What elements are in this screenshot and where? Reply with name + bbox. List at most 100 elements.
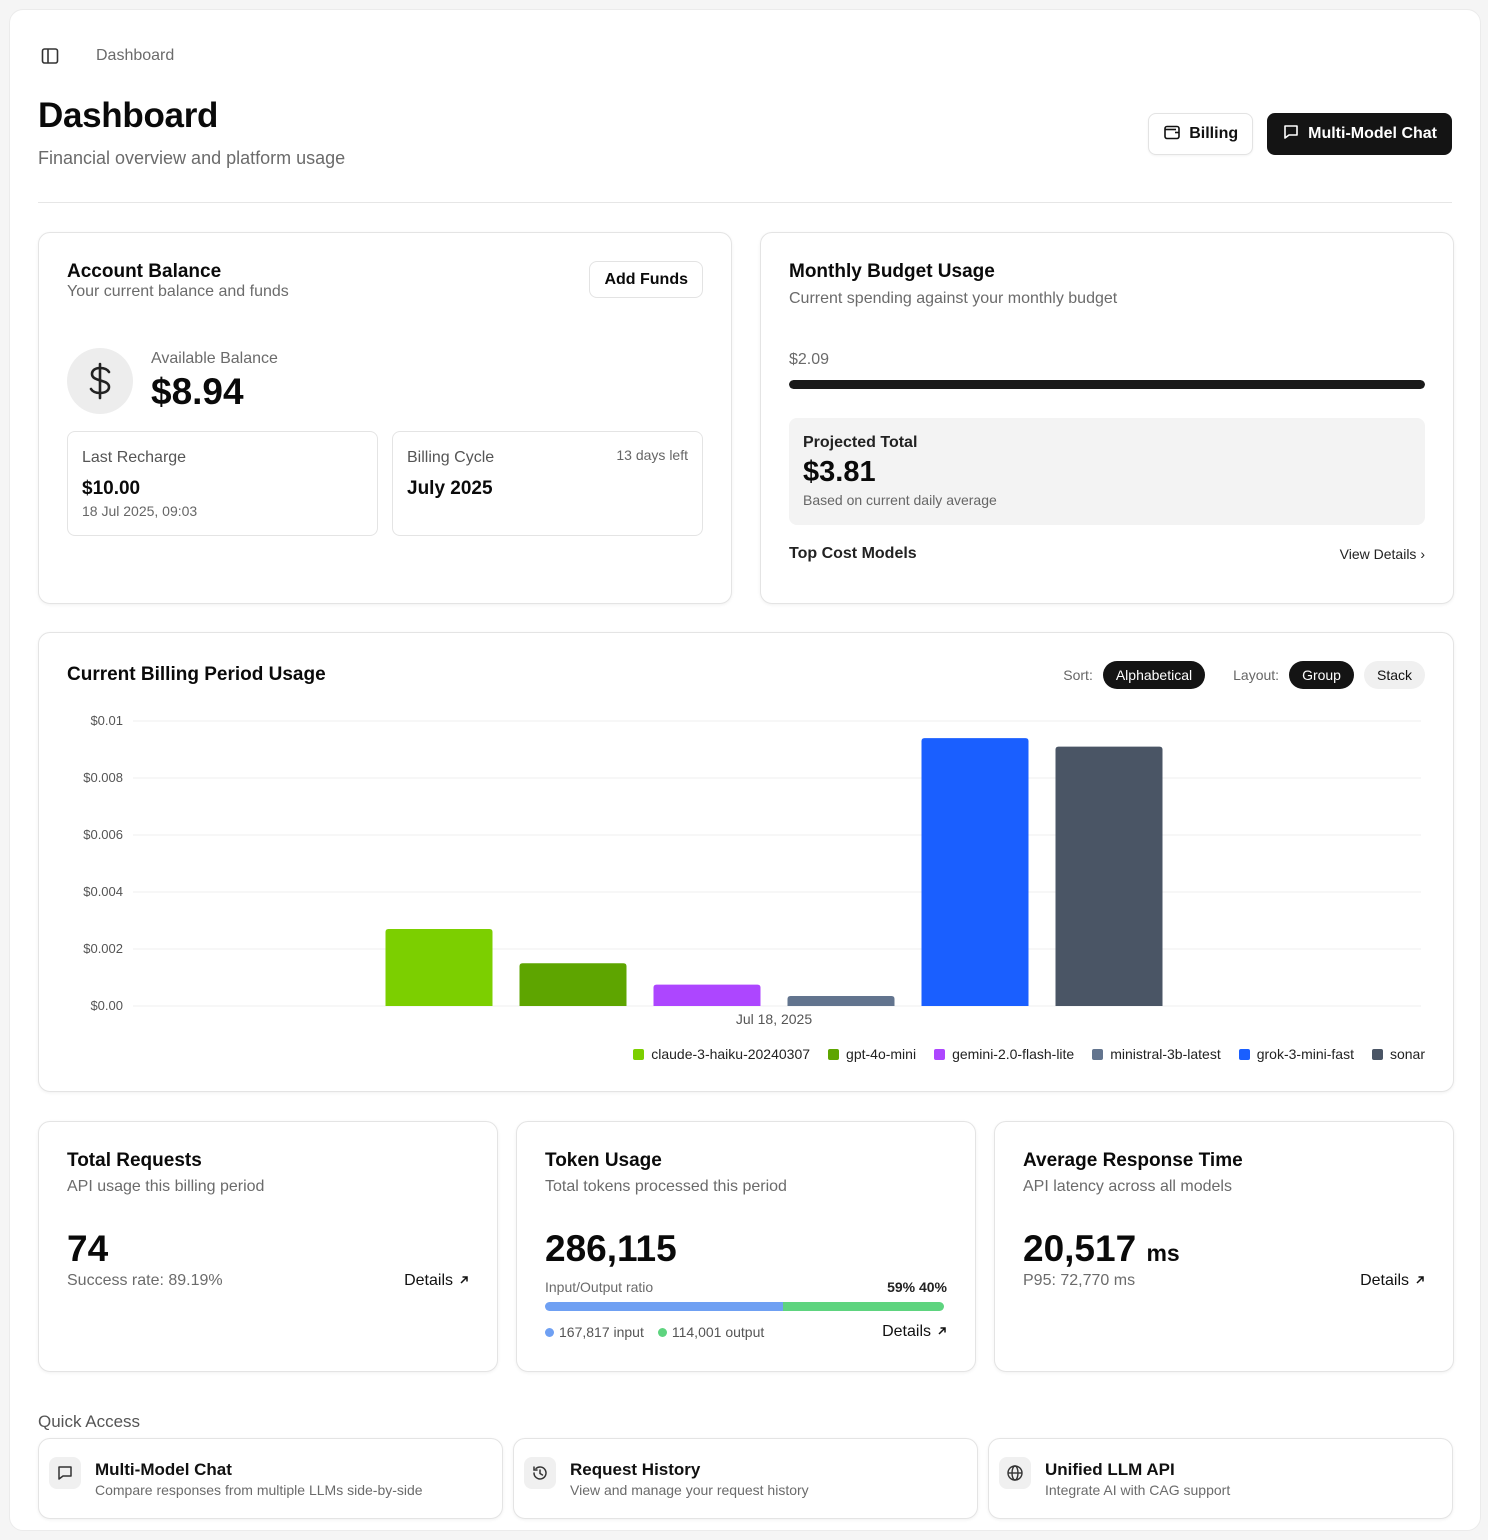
legend-label: sonar bbox=[1389, 1046, 1425, 1062]
budget-progress-bar bbox=[789, 380, 1425, 389]
app-frame: Dashboard Dashboard Financial overview a… bbox=[9, 9, 1481, 1531]
view-details-link[interactable]: View Details › bbox=[1340, 546, 1425, 562]
billing-cycle-box: Billing Cycle July 2025 13 days left bbox=[392, 431, 703, 536]
multi-model-chat-label: Multi-Model Chat bbox=[1308, 125, 1437, 142]
page-subtitle: Financial overview and platform usage bbox=[38, 148, 346, 168]
legend-item[interactable]: sonar bbox=[1371, 1046, 1425, 1062]
legend-item[interactable]: claude-3-haiku-20240307 bbox=[633, 1046, 810, 1062]
budget-progress-fill bbox=[789, 380, 1425, 389]
dollar-icon bbox=[67, 348, 133, 414]
billing-period-usage-card: $0.00 $0.002 $0.004 $0.006 $0.008 $0.01 Jul 18… bbox=[38, 632, 1454, 1092]
quick-access-multi-model-chat[interactable]: Multi-Model Chat Compare responses from … bbox=[38, 1438, 503, 1519]
monthly-budget-card: Monthly Budget Usage Current spending ag… bbox=[760, 232, 1454, 604]
view-details-label: View Details bbox=[1339, 546, 1417, 562]
p95-latency: P95: 72,770 ms bbox=[1023, 1272, 1136, 1289]
avg-response-time-title: Average Response Time bbox=[1023, 1150, 1243, 1171]
legend-swatch bbox=[828, 1048, 840, 1060]
legend-label: gemini-2.0-flash-lite bbox=[952, 1046, 1075, 1062]
sidebar-toggle-icon[interactable] bbox=[40, 46, 60, 66]
y-tick-label: $0.006 bbox=[83, 827, 123, 842]
legend-item[interactable]: ministral-3b-latest bbox=[1092, 1046, 1221, 1062]
billing-cycle-value: July 2025 bbox=[407, 478, 493, 499]
total-requests-card: Total Requests API usage this billing pe… bbox=[38, 1121, 498, 1372]
y-tick-label: $0.01 bbox=[90, 713, 123, 728]
token-usage-subtitle: Total tokens processed this period bbox=[545, 1178, 787, 1195]
total-requests-subtitle: API usage this billing period bbox=[67, 1178, 265, 1195]
last-recharge-box: Last Recharge $10.00 18 Jul 2025, 09:03 bbox=[67, 431, 378, 536]
tokens-details-link[interactable]: Details bbox=[882, 1323, 947, 1341]
requests-details-link[interactable]: Details bbox=[404, 1272, 469, 1290]
arrow-up-right-icon bbox=[1415, 1272, 1425, 1290]
token-legend: 167,817 input 114,001 output bbox=[545, 1324, 764, 1340]
success-rate: Success rate: 89.19% bbox=[67, 1272, 223, 1289]
available-balance-label: Available Balance bbox=[151, 350, 278, 367]
total-requests-title: Total Requests bbox=[67, 1150, 202, 1171]
bar-grok-3-mini-fast bbox=[921, 738, 1029, 1006]
chart-controls: Sort: Alphabetical Layout: Group Stack bbox=[1063, 661, 1425, 689]
token-usage-value: 286,115 bbox=[545, 1228, 677, 1269]
last-recharge-date: 18 Jul 2025, 09:03 bbox=[82, 503, 198, 519]
top-bar: Dashboard bbox=[40, 36, 174, 76]
y-tick-label: $0.002 bbox=[83, 941, 123, 956]
quick-access-unified-llm-api[interactable]: Unified LLM API Integrate AI with CAG su… bbox=[988, 1438, 1453, 1519]
last-recharge-value: $10.00 bbox=[82, 478, 141, 499]
add-funds-button[interactable]: Add Funds bbox=[589, 261, 703, 298]
projected-total-note: Based on current daily average bbox=[803, 492, 997, 508]
legend-label: grok-3-mini-fast bbox=[1256, 1046, 1354, 1062]
last-recharge-label: Last Recharge bbox=[82, 449, 187, 466]
globe-icon bbox=[999, 1457, 1031, 1489]
header-actions: Billing Multi-Model Chat bbox=[1148, 113, 1452, 155]
avg-response-time-card: Average Response Time API latency across… bbox=[994, 1121, 1454, 1372]
legend-swatch bbox=[633, 1048, 645, 1060]
legend-item[interactable]: gpt-4o-mini bbox=[828, 1046, 916, 1062]
legend-item[interactable]: gemini-2.0-flash-lite bbox=[934, 1046, 1074, 1062]
output-token-legend: 114,001 output bbox=[657, 1324, 765, 1340]
page-title: Dashboard bbox=[38, 96, 219, 135]
monthly-budget-subtitle: Current spending against your monthly bu… bbox=[789, 290, 1118, 307]
layout-group-pill[interactable]: Group bbox=[1289, 661, 1354, 689]
legend-swatch bbox=[1371, 1048, 1383, 1060]
tokens-details-label: Details bbox=[882, 1323, 931, 1340]
chat-icon bbox=[1282, 123, 1300, 146]
quick-access-title: Quick Access bbox=[38, 1412, 141, 1431]
y-tick-label: $0.004 bbox=[83, 884, 123, 899]
avg-response-time-number: 20,517 bbox=[1023, 1228, 1137, 1269]
quick-access-item-subtitle: View and manage your request history bbox=[570, 1482, 809, 1498]
budget-spent: $2.09 bbox=[789, 351, 830, 368]
quick-access-item-subtitle: Integrate AI with CAG support bbox=[1045, 1482, 1231, 1498]
legend-item[interactable]: grok-3-mini-fast bbox=[1238, 1046, 1354, 1062]
quick-access-item-title: Request History bbox=[570, 1460, 701, 1479]
requests-details-label: Details bbox=[404, 1272, 453, 1289]
arrow-up-right-icon bbox=[459, 1272, 469, 1290]
wallet-icon bbox=[1163, 123, 1181, 146]
latency-details-link[interactable]: Details bbox=[1360, 1272, 1425, 1290]
bar-claude-3-haiku-20240307 bbox=[385, 929, 493, 1006]
y-tick-label: $0.008 bbox=[83, 770, 123, 785]
multi-model-chat-button[interactable]: Multi-Model Chat bbox=[1267, 113, 1452, 155]
sort-alphabetical-pill[interactable]: Alphabetical bbox=[1102, 661, 1206, 689]
io-ratio-label: Input/Output ratio bbox=[545, 1279, 654, 1295]
account-balance-title: Account Balance bbox=[67, 261, 222, 282]
io-ratio-bar bbox=[545, 1302, 944, 1311]
legend-swatch bbox=[1238, 1048, 1250, 1060]
legend-label: gpt-4o-mini bbox=[846, 1046, 917, 1062]
quick-access-request-history[interactable]: Request History View and manage your req… bbox=[513, 1438, 978, 1519]
avg-response-time-subtitle: API latency across all models bbox=[1023, 1178, 1232, 1195]
avg-response-time-value: 20,517 ms bbox=[1023, 1228, 1180, 1270]
legend-label: claude-3-haiku-20240307 bbox=[651, 1046, 811, 1062]
bar-gpt-4o-mini bbox=[519, 963, 627, 1006]
breadcrumb: Dashboard bbox=[96, 47, 175, 64]
sort-label: Sort: bbox=[1063, 667, 1093, 683]
output-ratio-segment bbox=[782, 1302, 944, 1311]
projected-total-box: Projected Total $3.81 Based on current d… bbox=[789, 418, 1425, 525]
chart-legend: claude-3-haiku-20240307 gpt-4o-mini gemini… bbox=[633, 1046, 1425, 1062]
layout-stack-pill[interactable]: Stack bbox=[1363, 661, 1425, 689]
input-token-count: 167,817 input bbox=[559, 1324, 644, 1340]
billing-button[interactable]: Billing bbox=[1148, 113, 1254, 155]
output-token-count: 114,001 output bbox=[671, 1324, 765, 1340]
account-balance-subtitle: Your current balance and funds bbox=[67, 283, 289, 300]
chevron-right-icon: › bbox=[1420, 546, 1425, 562]
available-balance-value: $8.94 bbox=[151, 371, 244, 412]
chat-icon bbox=[49, 1457, 81, 1489]
legend-label: ministral-3b-latest bbox=[1110, 1046, 1221, 1062]
